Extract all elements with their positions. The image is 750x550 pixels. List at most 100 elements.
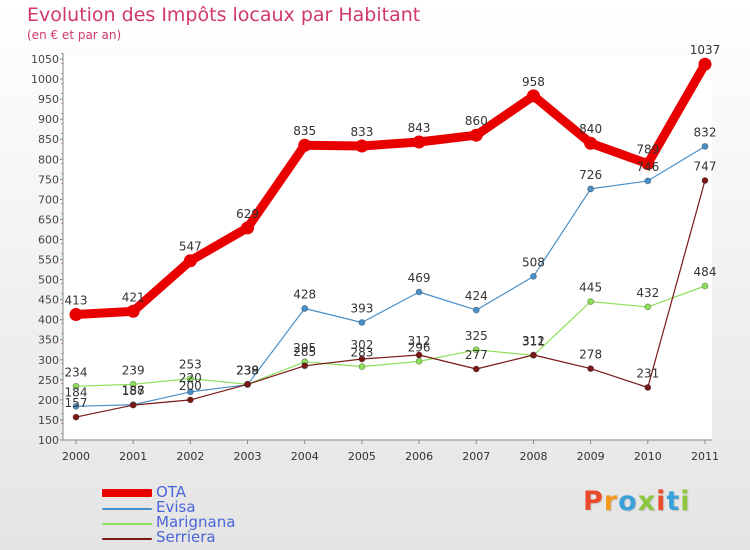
data-label-serriera: 312 <box>522 334 545 348</box>
data-label-serriera: 157 <box>65 396 88 410</box>
data-point-serriera <box>358 355 366 363</box>
y-tick-label: 100 <box>38 434 59 447</box>
chart-title: Evolution des Impôts locaux par Habitant <box>27 4 421 26</box>
data-label-serriera: 200 <box>179 379 202 393</box>
data-point-marignana <box>415 357 423 365</box>
legend-swatch-evisa <box>102 508 152 510</box>
data-point-evisa <box>72 402 80 410</box>
brand-letter: o <box>618 486 638 517</box>
data-point-marignana <box>72 382 80 390</box>
data-label-evisa: 188 <box>122 384 145 398</box>
data-label-evisa: 424 <box>465 289 488 303</box>
legend-label-evisa: Evisa <box>156 498 196 516</box>
data-point-marignana <box>644 303 652 311</box>
data-point-serriera <box>129 401 137 409</box>
data-label-serriera: 231 <box>636 366 659 380</box>
y-tick-label: 550 <box>38 254 59 267</box>
data-point-ota <box>183 254 197 268</box>
data-label-marignana: 283 <box>350 346 373 360</box>
data-label-evisa: 508 <box>522 255 545 269</box>
legend-swatch-ota <box>102 489 152 497</box>
data-label-ota: 421 <box>122 290 145 304</box>
x-tick-label: 2009 <box>577 450 605 463</box>
y-tick-label: 950 <box>38 93 59 106</box>
data-label-ota: 843 <box>408 121 431 135</box>
data-point-serriera <box>72 413 80 421</box>
x-tick-label: 2003 <box>234 450 262 463</box>
y-tick-label: 600 <box>38 233 59 246</box>
y-tick-label: 400 <box>38 314 59 327</box>
y-tick-label: 750 <box>38 173 59 186</box>
data-label-serriera: 187 <box>122 384 145 398</box>
data-label-serriera: 285 <box>293 345 316 359</box>
data-label-marignana: 445 <box>579 281 602 295</box>
data-label-evisa: 832 <box>694 125 717 139</box>
data-point-marignana <box>129 380 137 388</box>
brand-letter: x <box>637 486 657 517</box>
y-tick-label: 650 <box>38 213 59 226</box>
data-point-serriera <box>587 365 595 373</box>
data-label-evisa: 184 <box>65 385 88 399</box>
data-label-evisa: 220 <box>179 371 202 385</box>
data-label-ota: 1037 <box>690 43 721 57</box>
data-point-evisa <box>530 272 537 280</box>
data-point-marignana <box>358 363 366 371</box>
data-point-evisa <box>358 319 366 326</box>
data-point-evisa <box>701 143 709 150</box>
y-tick-label: 800 <box>38 153 59 166</box>
data-point-serriera <box>472 365 480 373</box>
data-label-serriera: 239 <box>236 363 259 377</box>
legend-label-marignana: Marignana <box>156 513 236 531</box>
y-tick-label: 200 <box>38 394 59 407</box>
data-point-marignana <box>701 282 709 290</box>
data-label-serriera: 312 <box>408 334 431 348</box>
brand-logo: Proxiti <box>583 486 691 517</box>
data-point-marignana <box>587 298 595 306</box>
data-label-evisa: 726 <box>579 168 602 182</box>
brand-letter: i <box>680 486 691 517</box>
data-point-ota <box>469 128 483 142</box>
data-point-evisa <box>186 388 194 396</box>
data-point-evisa <box>301 305 309 312</box>
data-point-ota <box>126 304 140 318</box>
brand-letter: r <box>603 486 619 517</box>
data-point-serriera <box>530 351 537 359</box>
data-label-serriera: 277 <box>465 348 488 362</box>
data-label-evisa: 428 <box>293 287 316 301</box>
data-point-ota <box>698 57 712 71</box>
data-point-ota <box>641 157 655 171</box>
brand-letter: i <box>656 486 667 517</box>
data-label-ota: 629 <box>236 207 259 221</box>
data-label-ota: 833 <box>350 125 373 139</box>
x-tick-label: 2011 <box>691 450 719 463</box>
data-point-ota <box>526 89 540 103</box>
data-label-ota: 860 <box>465 114 488 128</box>
data-label-marignana: 325 <box>465 329 488 343</box>
data-label-ota: 413 <box>65 293 88 307</box>
data-label-marignana: 295 <box>293 341 316 355</box>
y-tick-label: 500 <box>38 274 59 287</box>
y-tick-label: 1050 <box>31 53 59 66</box>
data-point-evisa <box>472 306 480 314</box>
x-tick-label: 2006 <box>405 450 433 463</box>
data-label-marignana: 296 <box>408 340 431 354</box>
data-label-ota: 835 <box>293 124 316 138</box>
brand-letter: P <box>583 486 604 517</box>
y-tick-label: 450 <box>38 294 59 307</box>
x-tick-label: 2000 <box>62 450 90 463</box>
y-tick-label: 350 <box>38 334 59 347</box>
legend-swatch-marignana <box>102 523 152 525</box>
x-tick-label: 2004 <box>291 450 319 463</box>
data-point-ota <box>412 135 426 149</box>
data-label-evisa: 393 <box>350 301 373 315</box>
data-label-ota: 958 <box>522 75 545 89</box>
x-tick-label: 2001 <box>119 450 147 463</box>
series-line-marignana <box>75 285 706 387</box>
chart-subtitle: (en € et par an) <box>27 28 122 42</box>
brand-letter: t <box>666 486 681 517</box>
legend-label-serriera: Serriera <box>156 528 216 546</box>
plot-area <box>63 55 712 440</box>
data-point-marignana <box>186 375 194 383</box>
y-tick-label: 1000 <box>31 73 59 86</box>
data-label-marignana: 253 <box>179 358 202 372</box>
